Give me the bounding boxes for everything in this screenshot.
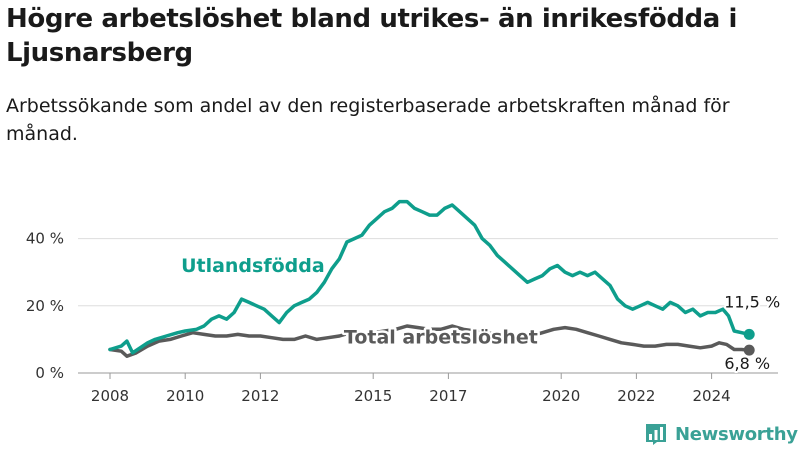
page-title: Högre arbetslöshet bland utrikes- än inr… [6,4,738,68]
chart-grid [78,238,778,374]
series-label-utlandsfodda: Utlandsfödda [181,255,325,277]
x-tick-label: 2022 [617,387,655,405]
bar-chart-logo-icon [646,424,666,445]
x-tick-label: 2017 [429,387,467,405]
y-axis: 0 % 20 % 40 % [26,230,64,382]
x-tick-label: 2012 [241,387,279,405]
series-end-point-utlandsfodda [743,328,755,340]
y-tick-label: 0 % [35,364,64,382]
x-tick-label: 2008 [91,387,129,405]
newsworthy-logo: Newsworthy [644,418,798,450]
x-tick-label: 2020 [542,387,580,405]
series-label-total: Total arbetslöshet [344,326,538,348]
y-tick-label: 20 % [26,297,64,315]
end-value-label-total: 6,8 % [724,354,770,373]
x-axis: 2008 2010 2012 2015 2017 2020 2022 2024 [91,373,731,405]
y-tick-label: 40 % [26,230,64,248]
x-tick-label: 2010 [166,387,204,405]
x-tick-label: 2024 [693,387,731,405]
x-tick-label: 2015 [354,387,392,405]
chart-labels: Utlandsfödda Total arbetslöshet 11,5 % 6,8 … [179,253,783,375]
page-subtitle: Arbetssökande som andel av den registerb… [6,95,730,145]
series-line-utlandsfodda [108,199,751,355]
series-line-total [108,324,751,358]
series-end-point-total [743,344,755,356]
end-value-label-utlandsfodda: 11,5 % [724,292,780,311]
chart-series [108,199,755,358]
brand-name: Newsworthy [675,423,798,445]
